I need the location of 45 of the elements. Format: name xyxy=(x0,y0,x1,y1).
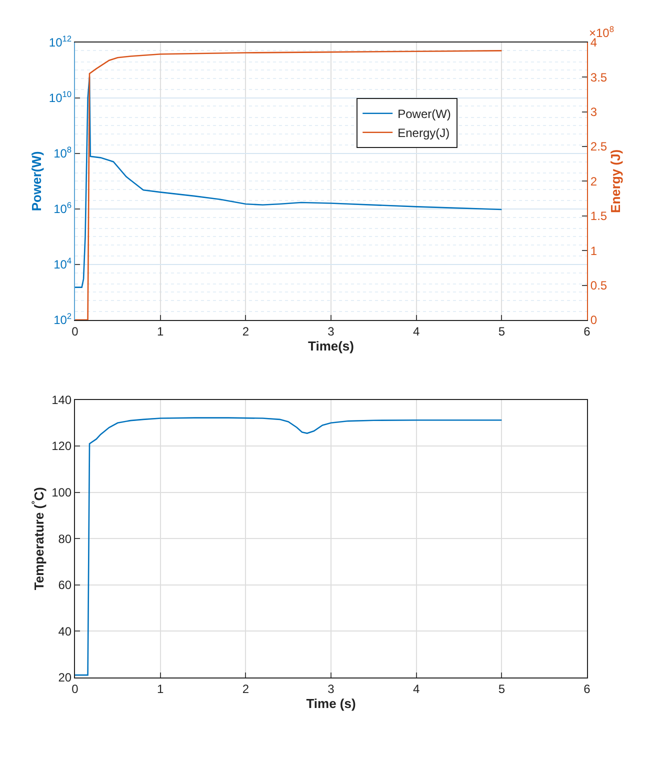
y-tick-label: 60 xyxy=(58,578,72,592)
legend-label: Energy(J) xyxy=(398,126,450,140)
x-tick-label: 2 xyxy=(242,682,250,696)
y-tick-label: 120 xyxy=(52,439,72,454)
x-tick-label: 0 xyxy=(72,682,79,696)
y2-tick-label: 3 xyxy=(590,104,598,119)
y2-axis-title: Energy (J) xyxy=(608,149,624,213)
y-tick-label: 10$^{4}$ xyxy=(54,256,72,272)
x-axis-title: Time (s) xyxy=(306,696,356,711)
x-tick-label: 4 xyxy=(412,682,420,696)
line-series xyxy=(75,50,502,320)
x-tick-label: 6 xyxy=(584,682,591,696)
x-tick-label: 5 xyxy=(498,682,506,696)
y2-tick-label: 2 xyxy=(590,174,598,188)
y-tick-label: 100 xyxy=(52,485,72,500)
y-axis-title: Power(W) xyxy=(28,151,44,212)
y-tick-label: 10$^{2}$ xyxy=(54,311,72,328)
y-tick-label: 80 xyxy=(58,532,72,546)
x-axis-title: Time(s) xyxy=(308,338,354,354)
y2-tick-label: 0.5 xyxy=(590,278,608,292)
x-tick-label: 5 xyxy=(498,324,506,338)
line-series xyxy=(75,76,502,288)
x-tick-label: 6 xyxy=(584,324,591,338)
y2-tick-label: 1.5 xyxy=(590,209,608,224)
y2-tick-label: 3.5 xyxy=(590,70,608,84)
y2-tick-label: 4 xyxy=(590,36,598,50)
x-tick-label: 0 xyxy=(72,324,79,338)
y-tick-label: 20 xyxy=(58,670,72,685)
x-tick-label: 3 xyxy=(328,324,335,338)
x-tick-label: 1 xyxy=(156,324,164,338)
x-tick-label: 2 xyxy=(242,324,250,338)
x-tick-label: 4 xyxy=(412,324,420,338)
legend-label: Power(W) xyxy=(398,107,451,122)
y-tick-label: 10$^{12}$ xyxy=(48,34,72,50)
x-tick-label: 1 xyxy=(156,682,164,696)
y2-tick-label: 2.5 xyxy=(590,140,608,154)
x-tick-label: 3 xyxy=(328,682,335,696)
y-tick-label: 10$^{6}$ xyxy=(54,200,72,216)
y-tick-label: 140 xyxy=(52,392,72,407)
y-tick-label: 10$^{10}$ xyxy=(48,89,72,106)
y-tick-label: 40 xyxy=(58,624,72,638)
y2-tick-label: 0 xyxy=(590,313,598,328)
y2-tick-label: 1 xyxy=(590,244,598,258)
line-series xyxy=(75,417,502,676)
y-tick-label: 10$^{8}$ xyxy=(54,144,72,161)
